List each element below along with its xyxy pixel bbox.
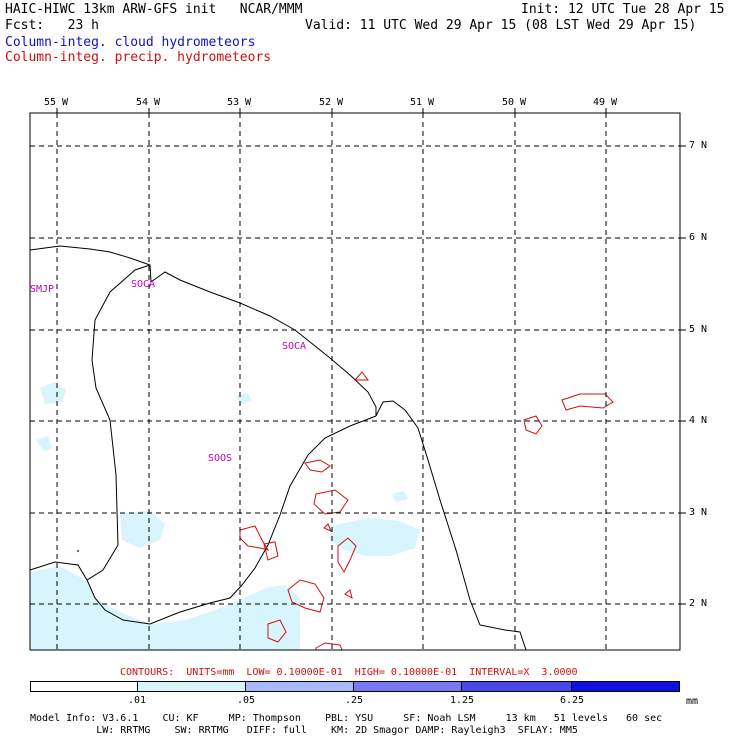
lat-label: 3 N [689,507,708,518]
field-cloud-label: Column-integ. cloud hydrometeors [5,35,256,50]
cloud-hydrometeor-fill [30,382,420,650]
station-label: SOCA [282,341,307,352]
colorbar-segment [353,681,462,692]
valid-time: Valid: 11 UTC Wed 29 Apr 15 (08 LST Wed … [305,18,697,33]
field-precip-label: Column-integ. precip. hydrometeors [5,50,272,65]
contours-info: CONTOURS: UNITS=mm LOW= 0.10000E-01 HIGH… [120,667,578,678]
small-cloud-dot [76,549,80,553]
header-title: HAIC-HIWC 13km ARW-GFS init NCAR/MMM [5,2,303,17]
lon-label: 55 W [44,97,69,108]
forecast-hour: Fcst: 23 h [5,18,99,33]
lat-lon-grid [30,113,680,650]
colorbar-segment [461,681,572,692]
lon-label: 50 W [502,97,527,108]
model-info-line1: Model Info: V3.6.1 CU: KF MP: Thompson P… [30,713,663,724]
colorbar-level: 1.25 [449,695,475,706]
init-time: Init: 12 UTC Tue 28 Apr 15 [521,2,725,17]
model-info-line2: LW: RRTMG SW: RRTMG DIFF: full KM: 2D Sm… [30,725,578,736]
station-label: SOCA [131,279,156,290]
colorbar-segment [30,681,138,692]
station-label: SMJP [30,284,55,295]
lat-label: 4 N [689,415,708,426]
colorbar-segment [245,681,354,692]
colorbar-unit: mm [686,696,699,707]
lon-label: 53 W [227,97,252,108]
lat-label: 6 N [689,232,708,243]
map-frame [29,112,681,651]
colorbar-segment [137,681,246,692]
lat-label: 5 N [689,324,708,335]
coastline [29,245,527,651]
colorbar-segment [571,681,680,692]
lon-label: 51 W [410,97,435,108]
colorbar-level: 6.25 [559,695,585,706]
lat-label: 7 N [689,140,708,151]
colorbar-level: .05 [236,695,256,706]
lon-label: 54 W [136,97,161,108]
axis-ticks [56,108,686,605]
lon-label: 52 W [319,97,344,108]
lon-label: 49 W [593,97,618,108]
station-label: SOOS [208,453,233,464]
colorbar-level: .01 [127,695,147,706]
colorbar-level: .25 [344,695,364,706]
lat-label: 2 N [689,598,708,609]
